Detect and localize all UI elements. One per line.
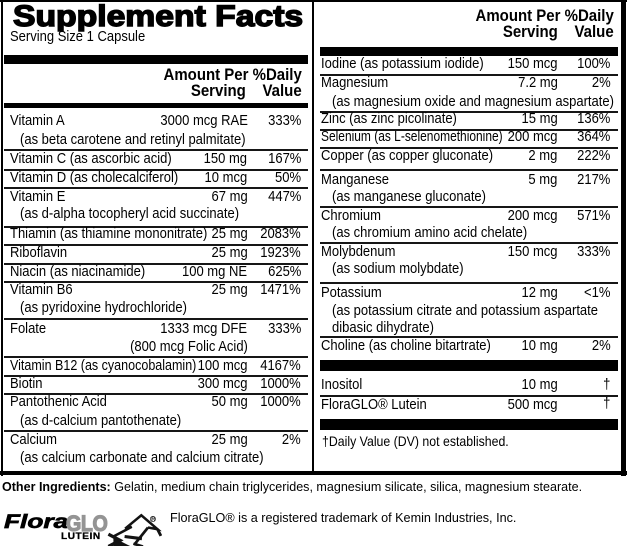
svg-text:R: R (151, 517, 156, 523)
